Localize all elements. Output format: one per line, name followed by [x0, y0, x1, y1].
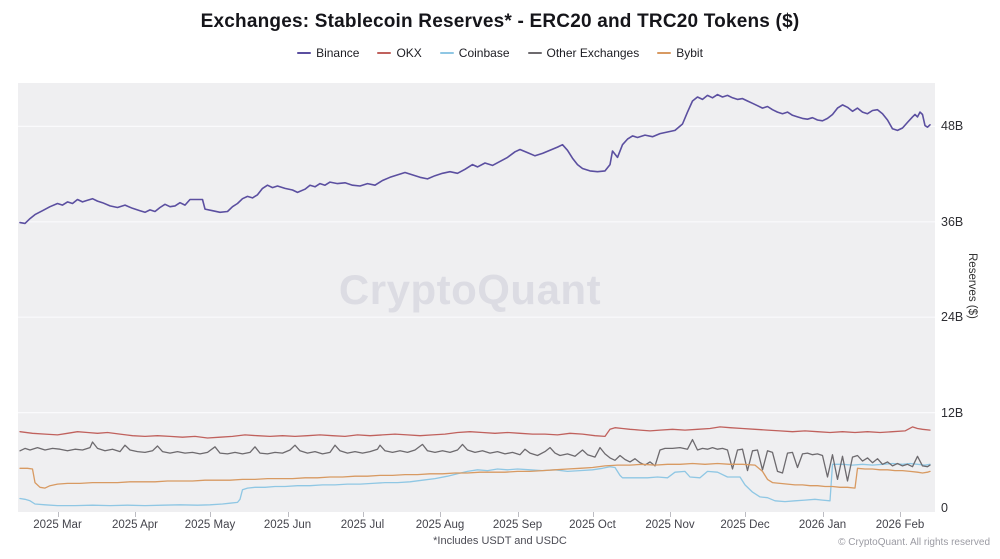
- legend: Binance OKX Coinbase Other Exchanges Bybit: [0, 46, 1000, 60]
- series-line-coinbase[interactable]: [19, 462, 931, 507]
- series-line-bybit[interactable]: [19, 462, 931, 489]
- chart-title: Exchanges: Stablecoin Reserves* - ERC20 …: [200, 11, 800, 32]
- x-tick-mark: [822, 512, 824, 517]
- legend-label: Bybit: [676, 46, 703, 60]
- legend-swatch-icon: [297, 52, 312, 54]
- copyright: © CryptoQuant. All rights reserved: [838, 537, 990, 548]
- legend-item-coinbase[interactable]: Coinbase: [439, 46, 510, 60]
- legend-item-binance[interactable]: Binance: [297, 46, 359, 60]
- x-tick-mark: [517, 512, 519, 517]
- legend-swatch-icon: [377, 52, 392, 54]
- y-tick-label: 24B: [941, 310, 964, 325]
- x-tick-mark: [900, 512, 901, 517]
- series-line-other-exchanges[interactable]: [19, 438, 931, 482]
- x-tick-mark: [135, 512, 136, 517]
- y-tick-label: 48B: [941, 119, 964, 134]
- x-tick-label: 2025 Aug: [415, 519, 465, 531]
- y-axis-title: Reserves ($): [966, 253, 978, 319]
- legend-label: OKX: [396, 46, 422, 60]
- x-tick-label: 2025 Jun: [263, 519, 312, 531]
- legend-label: Binance: [316, 46, 360, 60]
- series-line-binance[interactable]: [19, 93, 931, 225]
- y-tick-label: 12B: [941, 405, 964, 420]
- x-tick-label: 2025 Apr: [111, 519, 159, 531]
- series-line-okx[interactable]: [19, 426, 931, 439]
- x-tick-mark: [670, 512, 671, 517]
- x-tick-label: 2025 Nov: [645, 519, 695, 531]
- y-tick-label: 0: [941, 501, 948, 515]
- legend-item-other-exchanges[interactable]: Other Exchanges: [527, 46, 640, 60]
- legend-item-okx[interactable]: OKX: [377, 46, 422, 60]
- y-tick-label: 36B: [941, 214, 964, 229]
- legend-swatch-icon: [527, 52, 542, 54]
- x-tick-label: 2025 Mar: [33, 519, 82, 531]
- x-tick-label: 2025 Oct: [569, 519, 616, 531]
- x-tick-mark: [57, 512, 59, 517]
- x-tick-label: 2025 Sep: [492, 519, 543, 531]
- x-tick-label: 2025 Jul: [340, 519, 385, 531]
- legend-label: Other Exchanges: [546, 46, 640, 60]
- x-tick-mark: [592, 512, 594, 517]
- x-tick-label: 2025 May: [184, 519, 236, 531]
- x-tick-label: 2025 Dec: [720, 519, 770, 531]
- legend-swatch-icon: [657, 52, 672, 54]
- legend-label: Coinbase: [458, 46, 510, 60]
- x-tick-mark: [362, 512, 364, 517]
- x-tick-mark: [440, 512, 441, 517]
- legend-swatch-icon: [439, 52, 454, 54]
- x-tick-mark: [745, 512, 746, 517]
- line-chart-canvas[interactable]: [18, 83, 935, 512]
- x-tick-label: 2026 Jan: [798, 519, 847, 531]
- legend-item-bybit[interactable]: Bybit: [657, 46, 703, 60]
- x-tick-label: 2026 Feb: [875, 519, 925, 531]
- x-tick-mark: [210, 512, 211, 517]
- x-tick-mark: [287, 512, 289, 517]
- footnote: *Includes USDT and USDC: [433, 535, 567, 547]
- plot-area[interactable]: CryptoQuant: [18, 83, 935, 512]
